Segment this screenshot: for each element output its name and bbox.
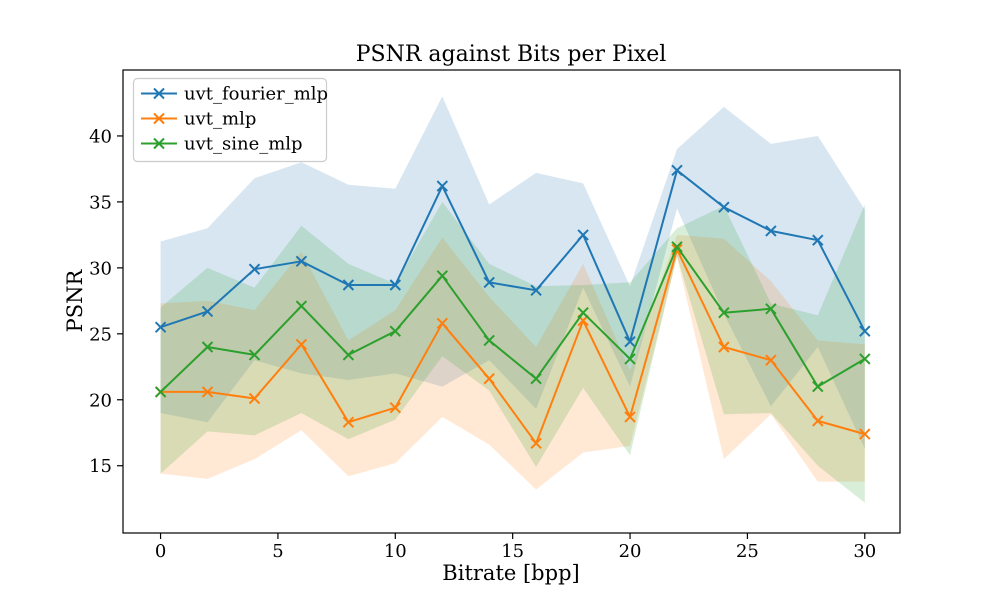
marker-x-uvt_sine_mlp — [624, 353, 636, 365]
marker-x-uvt_mlp — [248, 392, 261, 405]
y-tick-label: 15 — [89, 456, 112, 477]
band-uvt_sine_mlp — [160, 201, 865, 503]
y-axis-label: PSNR — [63, 268, 87, 332]
axes: 0 5 10 15 20 25 30 15 20 25 30 35 40 — [89, 69, 901, 562]
marker-x-uvt_mlp — [765, 354, 777, 366]
marker-x-uvt_fourier_mlp — [765, 225, 777, 237]
marker-x-uvt_fourier_mlp — [295, 255, 308, 268]
marker-x-uvt_fourier_mlp — [342, 279, 355, 291]
marker-x-uvt_sine_mlp — [295, 300, 308, 312]
series-uvt_sine_mlp — [154, 241, 871, 398]
y-tick-label: 20 — [89, 390, 112, 411]
legend-label: uvt_mlp — [184, 109, 256, 130]
marker-x-uvt_sine_mlp — [812, 380, 824, 393]
marker-x-uvt_sine_mlp — [342, 349, 355, 361]
marker-x-uvt_fourier_mlp — [201, 305, 214, 318]
marker-x-uvt_mlp — [812, 415, 824, 427]
marker-x-uvt_sine_mlp — [671, 241, 683, 253]
marker-x-uvt_fourier_mlp — [389, 279, 402, 291]
marker-x-uvt_sine_mlp — [201, 341, 214, 353]
marker-x-uvt_mlp — [483, 372, 495, 385]
x-tick-label: 30 — [853, 541, 876, 562]
legend-entry-uvt_sine_mlp: uvt_sine_mlp — [141, 134, 303, 155]
x-tick-label: 0 — [155, 541, 166, 562]
legend-box — [132, 77, 328, 163]
legend-marker-x — [153, 87, 165, 100]
legend-entry-uvt_mlp: uvt_mlp — [141, 109, 256, 130]
y-tick-label: 35 — [89, 192, 112, 213]
legend: uvt_fourier_mlp uvt_mlp uvt_sine_mlp — [132, 77, 328, 163]
y-tick-label: 40 — [89, 126, 112, 147]
marker-x-uvt_mlp — [389, 401, 402, 414]
marker-x-uvt_sine_mlp — [483, 334, 495, 347]
x-tick-label: 10 — [384, 541, 407, 562]
marker-x-uvt_sine_mlp — [389, 325, 402, 337]
marker-x-uvt_mlp — [859, 428, 871, 440]
marker-x-uvt_sine_mlp — [859, 353, 871, 365]
marker-x-uvt_sine_mlp — [436, 270, 449, 282]
series-lines — [154, 164, 871, 450]
x-tick-label: 20 — [619, 541, 642, 562]
marker-x-uvt_fourier_mlp — [248, 263, 261, 275]
legend-label: uvt_fourier_mlp — [184, 84, 328, 105]
band-uvt_mlp — [160, 234, 865, 490]
marker-x-uvt_mlp — [624, 411, 636, 423]
marker-x-uvt_fourier_mlp — [671, 164, 683, 177]
marker-x-uvt_mlp — [295, 338, 308, 351]
marker-x-uvt_fourier_mlp — [154, 321, 167, 333]
marker-x-uvt_fourier_mlp — [577, 229, 589, 241]
marker-x-uvt_fourier_mlp — [718, 201, 730, 213]
plot-frame — [122, 69, 901, 534]
marker-x-uvt_fourier_mlp — [624, 335, 636, 348]
confidence-bands — [160, 96, 865, 503]
line-uvt_fourier_mlp — [160, 169, 866, 343]
y-tick-label: 25 — [89, 324, 112, 345]
marker-x-uvt_mlp — [530, 437, 542, 450]
marker-x-uvt_fourier_mlp — [530, 284, 542, 297]
series-uvt_fourier_mlp — [154, 164, 871, 348]
marker-x-uvt_fourier_mlp — [436, 180, 449, 192]
marker-x-uvt_fourier_mlp — [483, 276, 495, 289]
marker-x-uvt_mlp — [436, 317, 449, 330]
marker-x-uvt_mlp — [201, 386, 214, 398]
y-tick-label: 30 — [89, 258, 112, 279]
chart-title: PSNR against Bits per Pixel — [356, 42, 667, 67]
legend-marker-x — [153, 137, 165, 150]
line-uvt_sine_mlp — [159, 245, 866, 393]
marker-x-uvt_fourier_mlp — [812, 234, 824, 246]
marker-x-uvt_fourier_mlp — [859, 325, 871, 337]
x-axis-label: Bitrate [bpp] — [442, 561, 579, 585]
x-tick-label: 15 — [501, 541, 524, 562]
marker-x-uvt_sine_mlp — [530, 372, 542, 385]
x-tick-label: 25 — [736, 541, 759, 562]
marker-x-uvt_sine_mlp — [718, 306, 730, 319]
marker-x-uvt_mlp — [342, 416, 355, 428]
x-tick-label: 5 — [272, 541, 283, 562]
legend-entry-uvt_fourier_mlp: uvt_fourier_mlp — [141, 84, 328, 105]
marker-x-uvt_sine_mlp — [248, 349, 261, 361]
line-uvt_mlp — [160, 248, 866, 445]
legend-marker-x — [153, 112, 165, 125]
band-uvt_fourier_mlp — [160, 96, 865, 449]
marker-x-uvt_sine_mlp — [765, 303, 777, 315]
marker-x-uvt_sine_mlp — [154, 386, 167, 398]
marker-x-uvt_mlp — [718, 341, 730, 353]
legend-label: uvt_sine_mlp — [184, 134, 303, 155]
marker-x-uvt_sine_mlp — [577, 306, 589, 319]
